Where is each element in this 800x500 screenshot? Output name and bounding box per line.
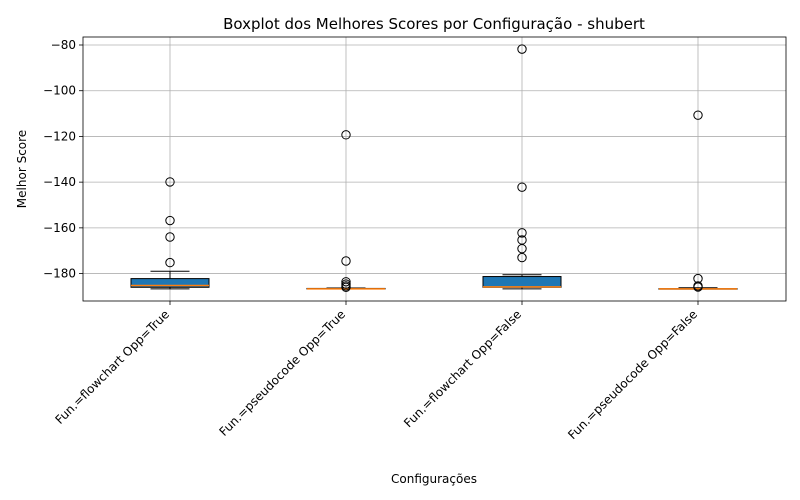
- outlier-point: [165, 177, 175, 187]
- box-group: [658, 110, 738, 292]
- grid-lines: [83, 37, 786, 301]
- outlier-point: [341, 130, 351, 140]
- y-tick-label: −180: [43, 267, 76, 281]
- outlier-point: [517, 252, 527, 263]
- outlier-point: [517, 228, 527, 238]
- box-group: [482, 44, 562, 290]
- outlier-point: [693, 110, 703, 120]
- y-tick-label: −140: [43, 175, 76, 189]
- outlier-point: [165, 232, 175, 242]
- y-tick-label: −120: [43, 129, 76, 143]
- y-tick-label: −80: [51, 38, 76, 52]
- outlier-point: [341, 279, 351, 289]
- y-tick-label: −100: [43, 84, 76, 98]
- outlier-point: [341, 277, 351, 287]
- outlier-point: [517, 44, 527, 54]
- outlier-point: [341, 256, 351, 266]
- outlier-point: [165, 257, 175, 268]
- x-axis-label: Configurações: [391, 472, 477, 486]
- y-tick-label: −160: [43, 221, 76, 235]
- outlier-point: [517, 182, 527, 192]
- outlier-point: [517, 235, 527, 245]
- outlier-point: [165, 215, 175, 226]
- box-group: [306, 130, 386, 292]
- chart-title: Boxplot dos Melhores Scores por Configur…: [223, 15, 645, 33]
- box-group: [130, 177, 210, 290]
- plot-area: [130, 44, 738, 292]
- box-iqr: [482, 276, 562, 288]
- axes-frame: [82, 36, 787, 302]
- box-iqr: [130, 278, 210, 288]
- outlier-point: [693, 273, 703, 284]
- y-axis-label: Melhor Score: [15, 130, 29, 208]
- outlier-point: [693, 281, 703, 291]
